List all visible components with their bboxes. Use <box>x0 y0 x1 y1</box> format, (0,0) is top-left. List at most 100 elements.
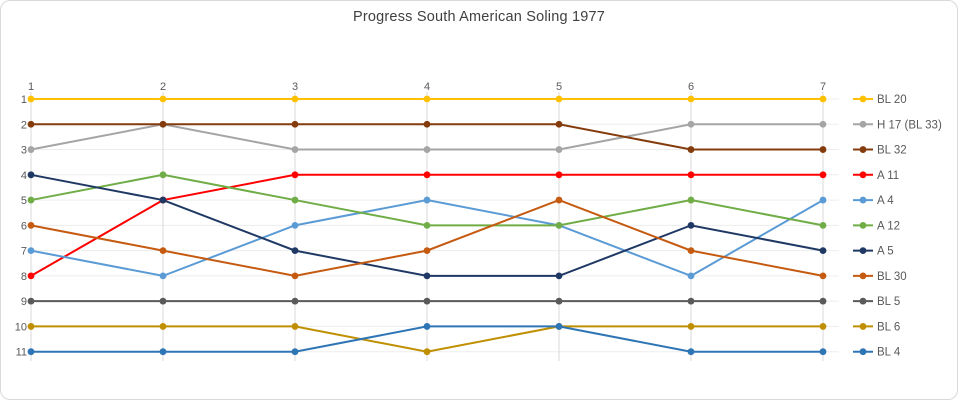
data-point-bl-4 <box>27 348 35 356</box>
data-point-bl-32 <box>687 146 695 153</box>
data-point-bl-6 <box>819 323 827 330</box>
series-bl-5 <box>27 297 827 305</box>
legend-label: BL 6 <box>877 321 900 333</box>
data-point-bl-32 <box>27 120 35 128</box>
data-point-bl-20 <box>291 95 299 103</box>
legend-marker-dot <box>859 221 867 229</box>
data-point-bl-6 <box>291 323 299 330</box>
y-tick-label: 9 <box>21 296 27 308</box>
data-point-a-5 <box>555 272 563 280</box>
y-tick-label: 6 <box>21 220 27 232</box>
data-point-bl-5 <box>555 297 563 305</box>
data-point-bl-4 <box>819 348 827 356</box>
legend-label: BL 5 <box>877 296 900 308</box>
legend-label: BL 32 <box>877 145 907 157</box>
data-point-a-4 <box>159 272 167 280</box>
legend-item-h-17-bl-33-: H 17 (BL 33) <box>853 119 942 131</box>
data-point-a-11 <box>423 171 431 179</box>
series <box>27 95 827 356</box>
y-axis-labels: 1 2 3 4 5 6 7 8 9 10 11 <box>15 94 27 359</box>
legend-label: BL 30 <box>877 271 907 283</box>
data-point-bl-4 <box>555 323 563 330</box>
x-axis-labels: 1 2 3 4 5 6 7 <box>28 81 826 93</box>
x-tick-label: 3 <box>292 81 298 93</box>
data-point-a-11 <box>555 171 563 179</box>
x-tick-label: 1 <box>28 81 34 93</box>
data-point-bl-6 <box>687 323 695 330</box>
data-point-bl-5 <box>27 297 35 305</box>
legend-label: A 12 <box>877 220 900 232</box>
legend-label: H 17 (BL 33) <box>877 119 942 131</box>
data-point-a-11 <box>687 171 695 179</box>
legend-item-a-4: A 4 <box>853 195 894 207</box>
data-point-bl-5 <box>819 297 827 305</box>
legend-marker-dot <box>859 196 867 204</box>
data-point-bl-6 <box>27 323 35 330</box>
data-point-a-11 <box>819 171 827 179</box>
y-tick-label: 11 <box>16 347 27 359</box>
legend-marker-dot <box>859 146 867 153</box>
legend-item-bl-6: BL 6 <box>853 321 900 333</box>
data-point-h-17-bl-33 <box>819 120 827 128</box>
legend-label: BL 20 <box>877 94 907 106</box>
data-point-a-5 <box>291 247 299 255</box>
data-point-a-12 <box>555 221 563 229</box>
data-point-h-17-bl-33 <box>291 146 299 153</box>
data-point-bl-4 <box>159 348 167 356</box>
x-tick-label: 7 <box>820 81 826 93</box>
legend-marker-dot <box>859 323 867 330</box>
data-point-a-12 <box>291 196 299 204</box>
series-bl-20 <box>27 95 827 103</box>
data-point-bl-5 <box>291 297 299 305</box>
data-point-bl-5 <box>687 297 695 305</box>
data-point-bl-5 <box>159 297 167 305</box>
data-point-h-17-bl-33 <box>687 120 695 128</box>
data-point-a-5 <box>159 196 167 204</box>
data-point-bl-20 <box>27 95 35 103</box>
data-point-bl-6 <box>159 323 167 330</box>
data-point-a-5 <box>819 247 827 255</box>
data-point-bl-4 <box>423 323 431 330</box>
data-point-a-4 <box>27 247 35 255</box>
data-point-bl-32 <box>159 120 167 128</box>
y-tick-label: 2 <box>21 119 27 131</box>
series-bl-30 <box>27 196 827 280</box>
data-point-bl-30 <box>27 221 35 229</box>
data-point-a-5 <box>687 221 695 229</box>
legend-label: A 5 <box>877 246 894 258</box>
series-bl-4 <box>27 323 827 356</box>
data-point-bl-20 <box>819 95 827 103</box>
data-point-a-12 <box>687 196 695 204</box>
y-tick-label: 5 <box>21 195 27 207</box>
legend-marker-dot <box>859 247 867 255</box>
y-tick-label: 4 <box>21 170 27 182</box>
data-point-bl-30 <box>687 247 695 255</box>
data-point-a-4 <box>687 272 695 280</box>
data-point-a-4 <box>819 196 827 204</box>
data-point-bl-20 <box>159 95 167 103</box>
y-tick-label: 3 <box>21 145 27 157</box>
legend-item-a-11: A 11 <box>853 170 899 182</box>
legend-item-bl-20: BL 20 <box>853 94 907 106</box>
data-point-h-17-bl-33 <box>27 146 35 153</box>
data-point-bl-5 <box>423 297 431 305</box>
data-point-bl-4 <box>687 348 695 356</box>
x-tick-label: 5 <box>556 81 562 93</box>
data-point-bl-4 <box>291 348 299 356</box>
data-point-a-12 <box>819 221 827 229</box>
data-point-a-11 <box>27 272 35 280</box>
legend-label: BL 4 <box>877 347 901 359</box>
x-tick-label: 2 <box>160 81 166 93</box>
data-point-bl-32 <box>555 120 563 128</box>
data-point-bl-32 <box>291 120 299 128</box>
data-point-a-5 <box>27 171 35 179</box>
series-a-12 <box>27 171 827 229</box>
legend-item-a-12: A 12 <box>853 220 900 232</box>
data-point-bl-30 <box>291 272 299 280</box>
data-point-bl-20 <box>423 95 431 103</box>
legend-marker-dot <box>859 348 867 356</box>
data-point-h-17-bl-33 <box>423 146 431 153</box>
data-point-a-12 <box>159 171 167 179</box>
data-point-bl-6 <box>423 348 431 356</box>
